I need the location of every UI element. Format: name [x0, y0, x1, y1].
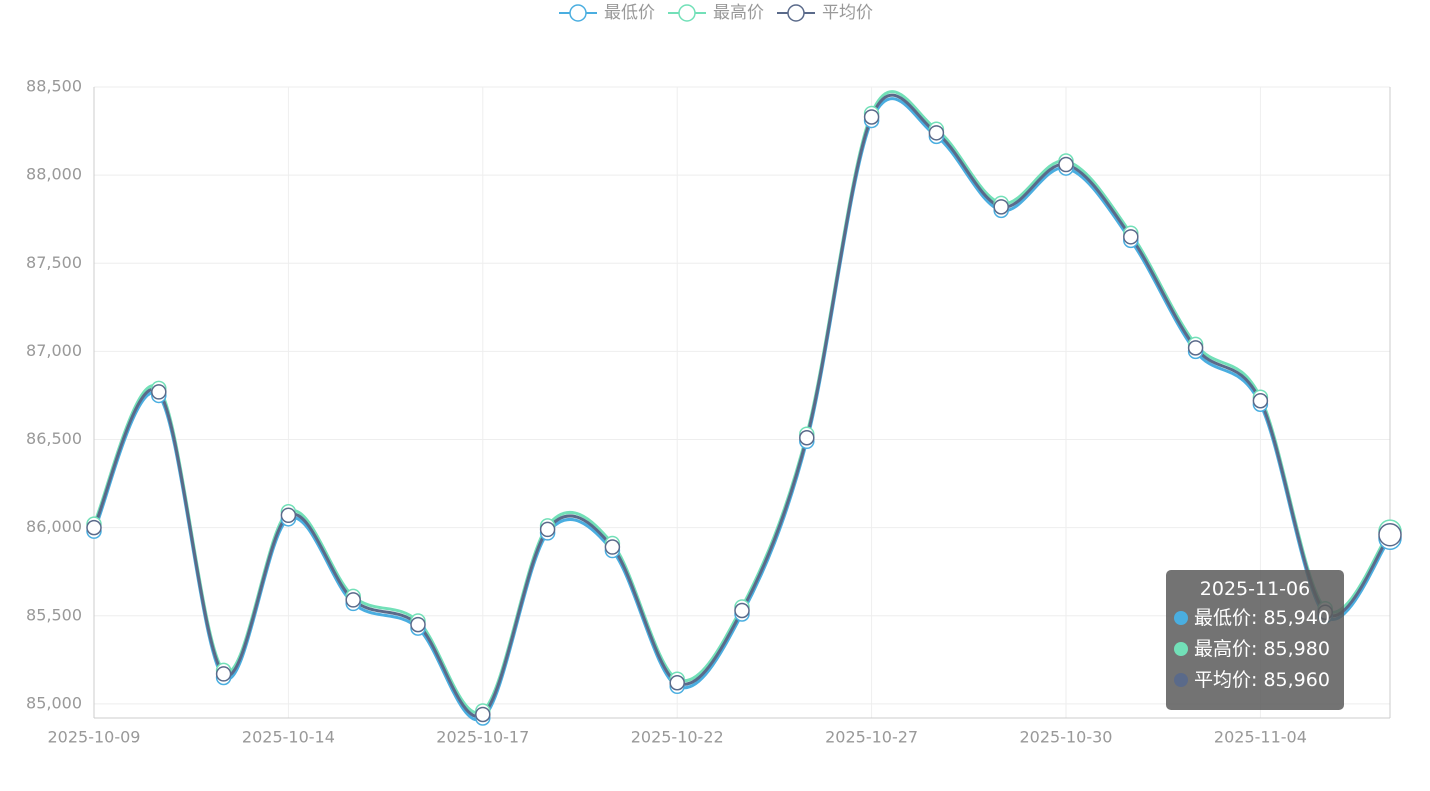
x-tick-label: 2025-10-22 [631, 728, 724, 747]
tooltip-dot [1174, 673, 1188, 687]
y-tick-label: 85,500 [26, 605, 82, 624]
data-point [345, 592, 361, 608]
data-point [539, 521, 556, 538]
data-point [280, 507, 297, 524]
legend-marker [787, 4, 805, 22]
data-point [734, 602, 750, 619]
y-tick-label: 87,500 [26, 253, 82, 272]
legend-marker [678, 4, 696, 22]
x-tick-label: 2025-11-04 [1214, 728, 1307, 747]
x-tick-label: 2025-10-09 [48, 728, 141, 747]
tooltip-dot [1174, 611, 1188, 625]
legend-label: 平均价 [822, 3, 873, 23]
legend-marker [569, 4, 587, 22]
tooltip-series-name: 平均价 [1194, 669, 1263, 691]
x-tick-label: 2025-10-30 [1020, 728, 1113, 747]
tooltip-series-name: 最低价 [1194, 607, 1263, 629]
data-point [1378, 522, 1402, 547]
tooltip-title: 2025-11-06 [1199, 578, 1311, 600]
data-point [928, 125, 945, 141]
data-point [215, 666, 232, 682]
y-tick-label: 88,500 [26, 77, 82, 96]
data-point [1123, 229, 1139, 245]
y-tick-label: 88,000 [26, 165, 82, 184]
tooltip-value: 85,960 [1263, 669, 1330, 691]
data-point [475, 706, 491, 723]
y-tick-label: 87,000 [26, 341, 82, 360]
data-point [993, 199, 1009, 215]
tooltip: 2025-11-06 最低价85,940最高价85,980平均价85,960 [1166, 570, 1344, 710]
legend: 最低价 最高价 平均价 [559, 3, 873, 23]
y-tick-label: 85,000 [26, 693, 82, 712]
data-point [1252, 392, 1269, 409]
y-tick-label: 86,500 [26, 429, 82, 448]
tooltip-dot [1174, 642, 1188, 656]
data-point [1058, 156, 1074, 173]
tooltip-row: 最低价85,940 [1174, 603, 1336, 634]
x-tick-label: 2025-10-14 [242, 728, 335, 747]
data-point [863, 109, 880, 125]
tooltip-row: 平均价85,960 [1174, 665, 1336, 696]
x-tick-label: 2025-10-27 [825, 728, 918, 747]
tooltip-value: 85,940 [1263, 607, 1330, 629]
data-point [151, 384, 167, 400]
y-tick-label: 86,000 [26, 517, 82, 536]
tooltip-value: 85,980 [1263, 638, 1330, 660]
tooltip-row: 最高价85,980 [1174, 634, 1336, 665]
data-point [669, 674, 685, 691]
legend-label: 最低价 [604, 3, 655, 23]
data-point [1187, 340, 1204, 356]
x-tick-label: 2025-10-17 [436, 728, 529, 747]
data-point [799, 430, 815, 446]
data-point [604, 539, 621, 555]
data-point [410, 616, 426, 633]
data-point [86, 519, 102, 536]
tooltip-series-name: 最高价 [1194, 638, 1263, 660]
legend-label: 最高价 [713, 3, 764, 23]
